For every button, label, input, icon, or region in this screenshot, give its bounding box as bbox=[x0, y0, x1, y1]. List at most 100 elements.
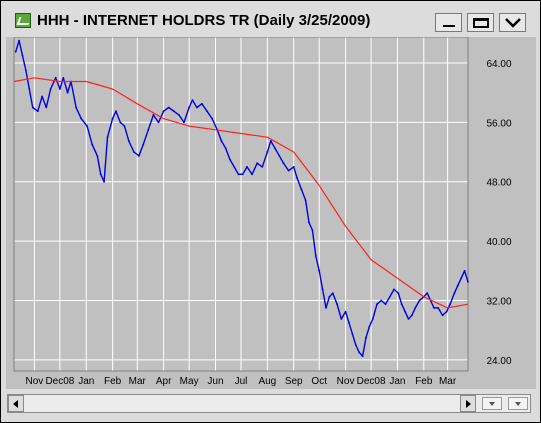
price-segment bbox=[288, 166, 295, 172]
price-segment bbox=[393, 288, 399, 294]
scroll-right-button[interactable] bbox=[460, 395, 476, 412]
price-segment bbox=[138, 144, 144, 157]
price-segment bbox=[321, 289, 327, 309]
price-segment bbox=[211, 118, 218, 131]
price-point bbox=[152, 114, 155, 116]
price-segment bbox=[216, 129, 223, 142]
ma-segment bbox=[240, 132, 268, 138]
price-segment bbox=[325, 296, 331, 309]
price-point bbox=[178, 114, 180, 116]
price-point bbox=[441, 314, 444, 317]
price-point bbox=[80, 117, 83, 120]
price-segment bbox=[404, 311, 410, 320]
price-segment bbox=[256, 162, 263, 168]
price-point bbox=[45, 106, 48, 109]
price-point bbox=[229, 158, 231, 161]
x-tick-label: Feb bbox=[415, 376, 433, 387]
chart-area[interactable]: 24.00 32.00 40.00 48.00 56.00 64.00 Nov Dec08 Ja… bbox=[6, 37, 536, 389]
title-bar[interactable]: HHH - INTERNET HOLDRS TR (Daily 3/25/200… bbox=[3, 3, 538, 36]
price-point bbox=[54, 76, 57, 79]
price-point bbox=[162, 110, 165, 113]
price-point bbox=[237, 173, 240, 176]
x-tick-label: Nov bbox=[26, 376, 44, 387]
price-point bbox=[433, 307, 435, 309]
x-tick-label: Nov bbox=[337, 376, 355, 387]
price-point bbox=[188, 106, 191, 109]
price-segment bbox=[308, 222, 314, 231]
menu-button[interactable] bbox=[499, 13, 526, 32]
price-point bbox=[300, 188, 303, 191]
price-point bbox=[296, 177, 298, 179]
price-segment bbox=[376, 299, 382, 305]
price-point bbox=[25, 69, 27, 72]
price-point bbox=[256, 162, 259, 165]
price-segment bbox=[332, 292, 338, 305]
ma-segment bbox=[370, 259, 398, 279]
price-segment bbox=[91, 144, 98, 157]
price-point bbox=[314, 255, 317, 257]
ma-segment bbox=[137, 103, 164, 120]
price-point bbox=[106, 136, 109, 139]
price-point bbox=[14, 50, 17, 53]
price-point bbox=[49, 88, 52, 90]
price-segment bbox=[296, 177, 303, 190]
x-tick-label: Dec08 bbox=[45, 376, 74, 387]
price-point bbox=[172, 110, 175, 113]
scale-dropdown[interactable] bbox=[508, 397, 528, 410]
price-segment bbox=[355, 344, 360, 353]
price-point bbox=[411, 314, 413, 317]
chart-app-icon[interactable] bbox=[15, 13, 31, 28]
price-segment bbox=[32, 106, 39, 112]
price-point bbox=[388, 295, 391, 298]
price-segment bbox=[111, 110, 117, 119]
period-dropdown[interactable] bbox=[482, 397, 502, 410]
price-point bbox=[407, 318, 410, 320]
price-point bbox=[91, 143, 94, 146]
price-segment bbox=[115, 110, 121, 123]
price-point bbox=[191, 99, 194, 101]
price-point bbox=[467, 281, 469, 283]
horizontal-scrollbar[interactable] bbox=[7, 394, 531, 413]
ma-segment bbox=[215, 129, 242, 135]
price-segment bbox=[389, 289, 395, 298]
price-segment bbox=[163, 106, 170, 112]
price-point bbox=[241, 173, 244, 176]
price-point bbox=[437, 307, 440, 309]
price-point bbox=[414, 307, 417, 309]
price-segment bbox=[103, 137, 109, 182]
x-tick-label: Apr bbox=[156, 376, 172, 387]
price-point bbox=[336, 303, 338, 306]
price-segment bbox=[361, 337, 367, 357]
scroll-left-button[interactable] bbox=[8, 395, 24, 412]
price-segment bbox=[274, 147, 280, 157]
price-segment bbox=[348, 322, 354, 335]
price-segment bbox=[453, 285, 459, 294]
price-point bbox=[400, 303, 403, 306]
price-segment bbox=[282, 162, 290, 171]
price-segment bbox=[368, 318, 374, 327]
price-point bbox=[308, 221, 310, 224]
price-segment bbox=[315, 255, 320, 271]
minimize-button[interactable] bbox=[435, 13, 462, 32]
price-point bbox=[331, 292, 334, 294]
price-segment bbox=[442, 311, 448, 316]
chevron-down-icon bbox=[505, 18, 521, 28]
maximize-button[interactable] bbox=[467, 13, 494, 32]
price-segment bbox=[62, 77, 69, 93]
price-series bbox=[14, 39, 469, 358]
price-point bbox=[453, 292, 456, 294]
price-point bbox=[119, 121, 122, 124]
price-segment bbox=[123, 125, 130, 142]
price-point bbox=[318, 269, 321, 272]
price-segment bbox=[106, 118, 114, 138]
price-point bbox=[393, 288, 395, 291]
price-point bbox=[31, 106, 34, 109]
price-segment bbox=[75, 107, 82, 119]
price-segment bbox=[147, 114, 155, 131]
price-point bbox=[246, 166, 248, 168]
window-title: HHH - INTERNET HOLDRS TR (Daily 3/25/200… bbox=[37, 12, 371, 29]
price-segment bbox=[96, 155, 102, 175]
price-segment bbox=[384, 296, 391, 305]
